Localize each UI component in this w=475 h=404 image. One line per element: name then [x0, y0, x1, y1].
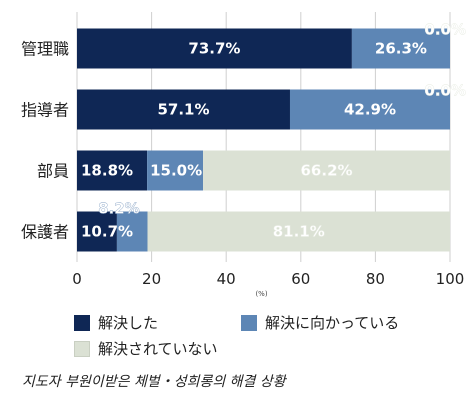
legend-swatch-unresolved [74, 340, 90, 357]
category-label-2: 部員 [37, 162, 69, 181]
legend-label-unresolved: 解決されていない [98, 340, 218, 358]
legend-swatch-in-progress [241, 314, 257, 331]
value-label-0-0: 73.7% [188, 40, 240, 58]
bar-0-0 [77, 28, 352, 69]
value-label-3-1: 8.2% [98, 200, 140, 218]
legend-label-resolved: 解決した [98, 314, 159, 332]
value-label-0-2: 0.0% [424, 21, 466, 39]
legend-item-unresolved: 解決されていない [74, 338, 218, 359]
x-tick-label-1: 20 [142, 270, 161, 288]
category-label-3: 保護者 [21, 223, 69, 242]
bar-0-1 [351, 28, 450, 69]
value-label-2-0: 18.8% [81, 162, 133, 180]
legend-label-in-progress: 解決に向かっている [265, 314, 400, 332]
bar-3-1 [116, 211, 148, 252]
bar-3-2 [147, 211, 450, 252]
caption: 지도자 부원이받은 체벌・성희롱의 해결 상황 [22, 374, 286, 390]
bar-2-2 [203, 150, 450, 191]
value-label-2-1: 15.0% [150, 162, 202, 180]
bar-2-1 [147, 150, 204, 191]
value-label-0-1: 26.3% [375, 40, 427, 58]
x-tick-label-3: 60 [291, 270, 310, 288]
value-label-2-2: 66.2% [301, 162, 353, 180]
category-label-0: 管理職 [21, 40, 69, 59]
x-axis-label: (%) [255, 290, 267, 298]
value-label-1-2: 0.0% [424, 82, 466, 100]
bar-3-0 [77, 211, 117, 252]
value-label-3-2: 81.1% [273, 223, 325, 241]
bar-1-1 [289, 89, 450, 130]
x-tick-label-4: 80 [366, 270, 385, 288]
x-tick-label-0: 0 [72, 270, 82, 288]
category-label-1: 指導者 [21, 101, 69, 120]
legend: 解決した 解決に向かっている 解決されていない [74, 312, 474, 358]
bar-1-0 [77, 89, 290, 130]
value-label-1-0: 57.1% [157, 101, 209, 119]
legend-item-resolved: 解決した [74, 312, 158, 333]
legend-item-in-progress: 解決に向かっている [241, 312, 399, 333]
value-label-1-1: 42.9% [344, 101, 396, 119]
x-tick-label-5: 100 [436, 270, 465, 288]
x-tick-label-2: 40 [217, 270, 236, 288]
legend-swatch-resolved [74, 314, 90, 331]
bar-2-0 [77, 150, 148, 191]
value-label-3-0: 10.7% [81, 223, 133, 241]
